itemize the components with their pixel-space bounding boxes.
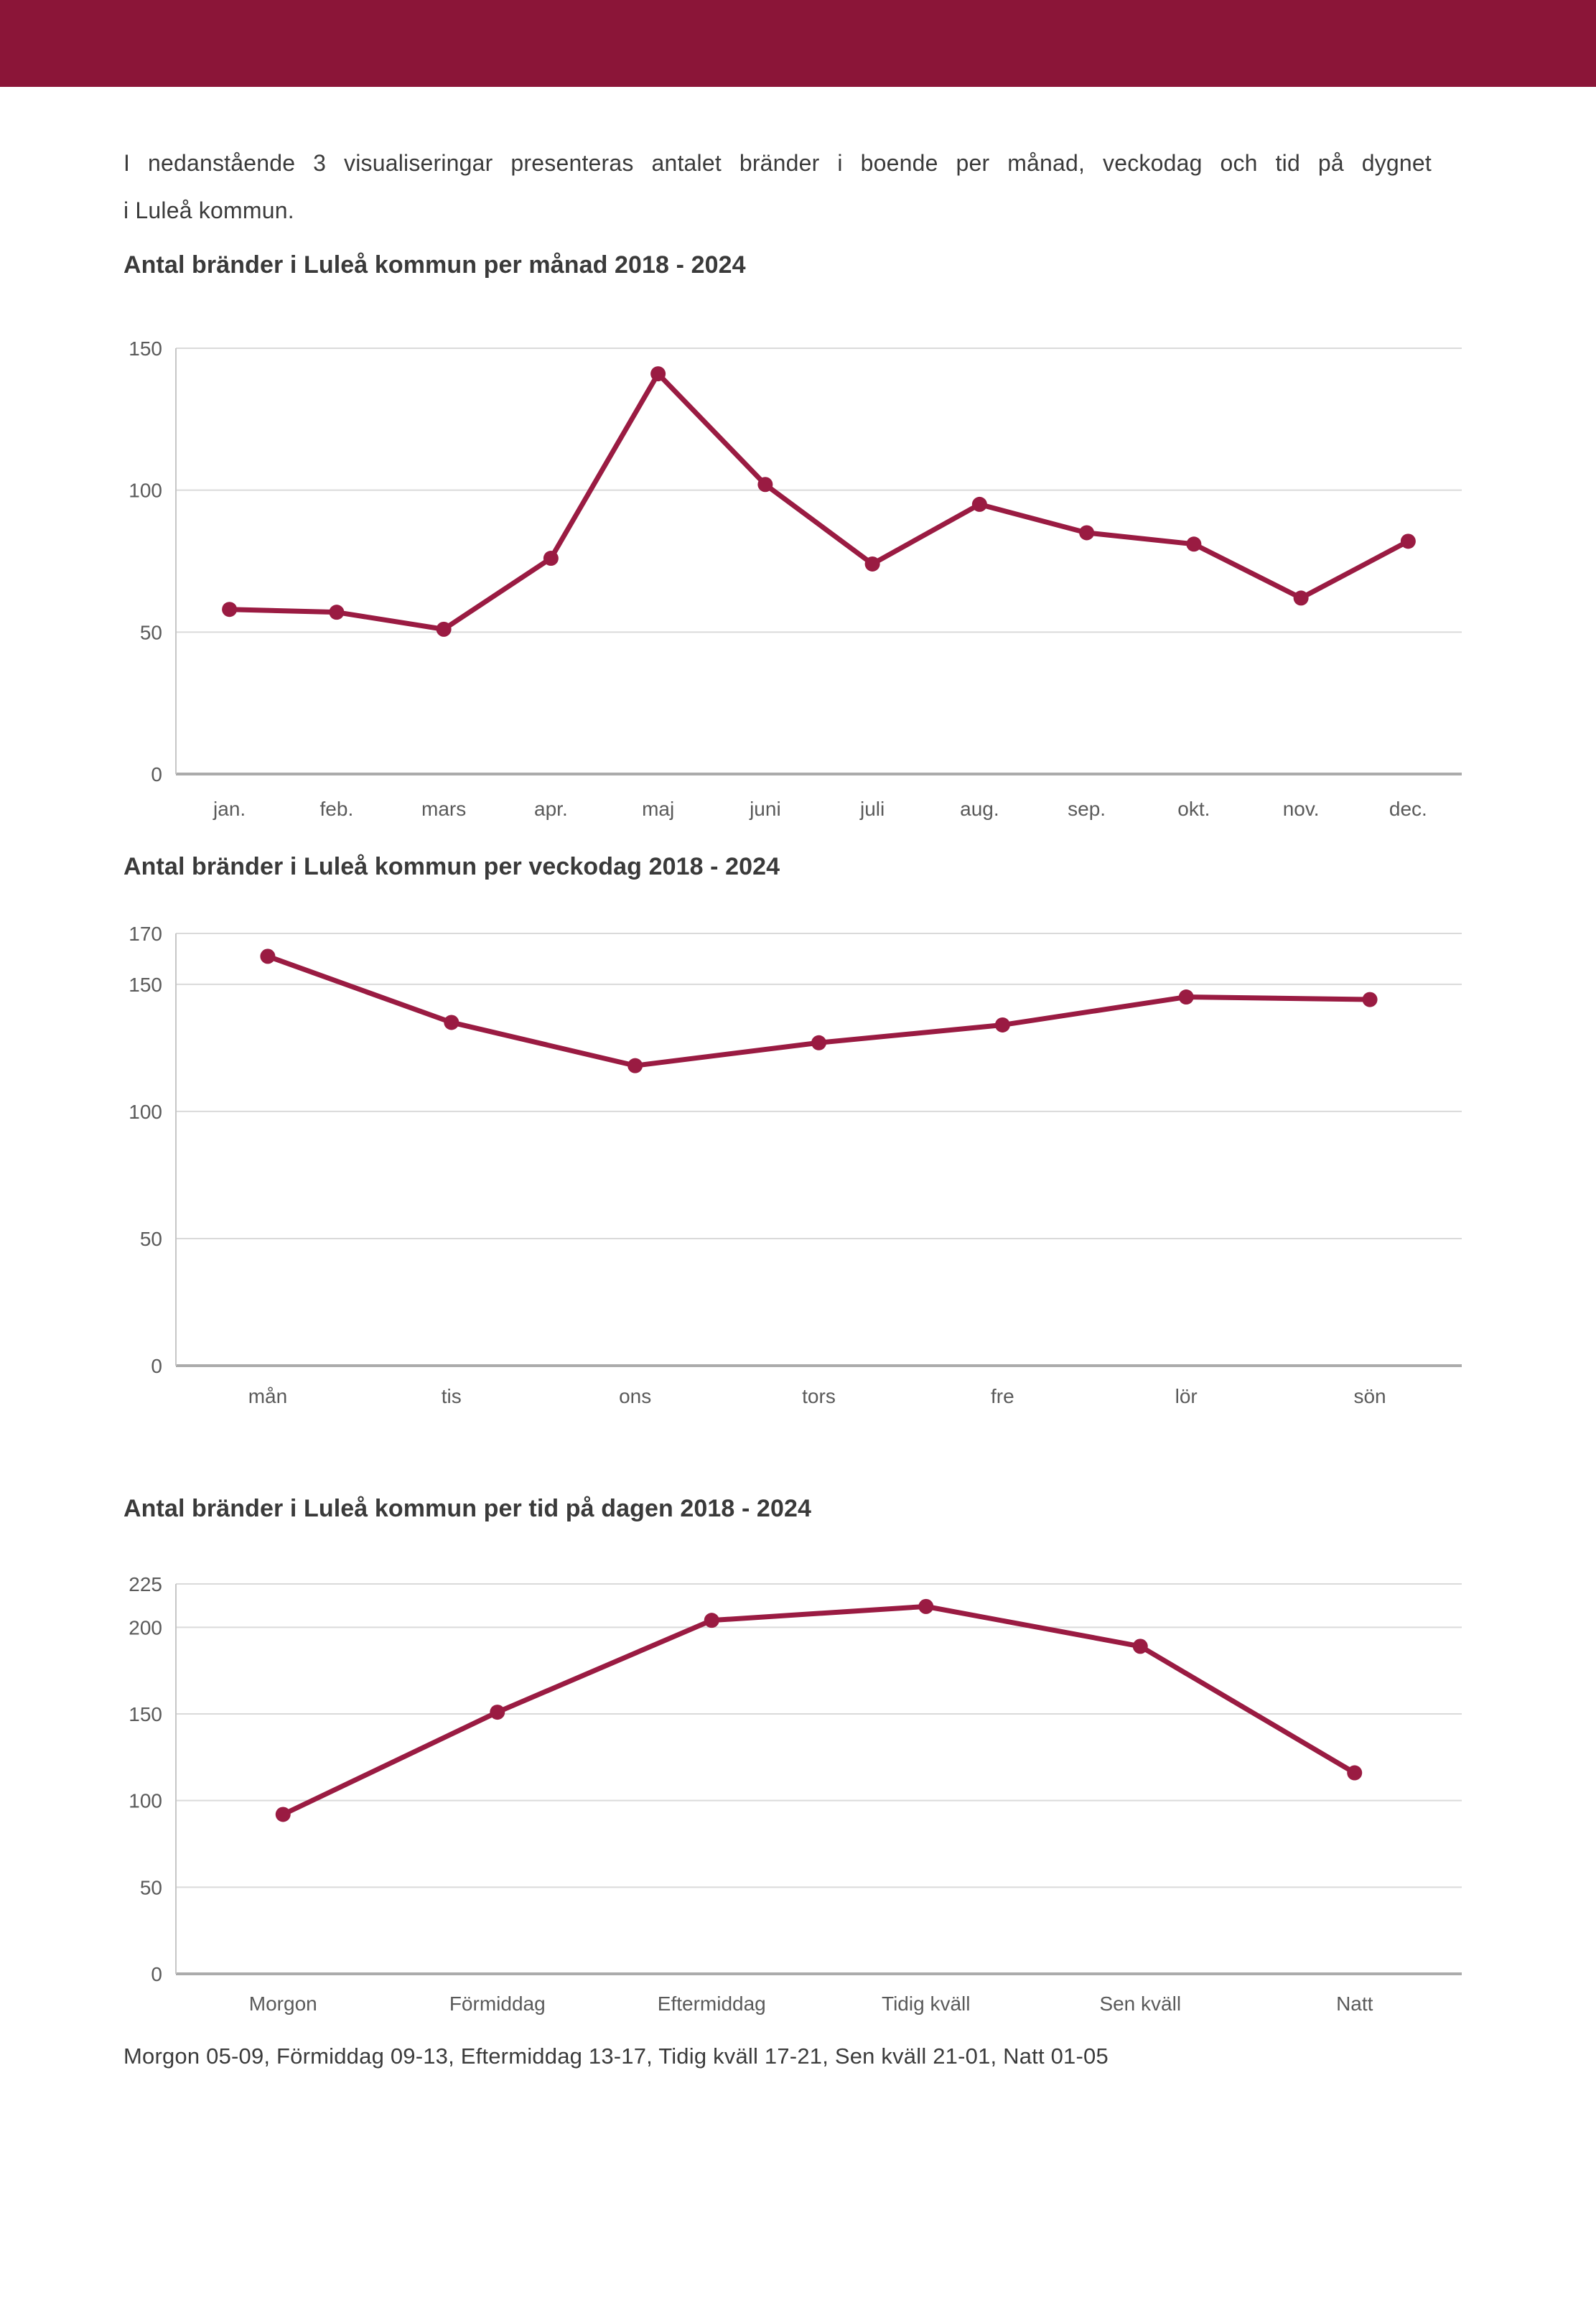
data-line xyxy=(280,1603,1358,1817)
data-point xyxy=(1079,525,1095,541)
intro-paragraph: I nedanstående 3 visualiseringar present… xyxy=(123,139,1432,234)
y-tick-label: 0 xyxy=(151,1963,162,1985)
data-point xyxy=(918,1598,934,1614)
data-point xyxy=(994,1017,1010,1033)
x-category-label: nov. xyxy=(1283,798,1320,820)
y-tick-label: 200 xyxy=(129,1616,162,1639)
data-point xyxy=(490,1705,505,1720)
x-category-label: Eftermiddag xyxy=(658,1993,766,2015)
data-point xyxy=(275,1807,291,1822)
line-chart-per-manad: 0 50 100 150 jan. feb. mars apr. maj juni juli aug.… xyxy=(129,337,1462,820)
y-tick-label: 100 xyxy=(129,480,162,502)
data-point xyxy=(650,366,666,382)
data-point xyxy=(864,556,880,572)
x-category-label: fre xyxy=(991,1385,1014,1407)
y-tick-label: 150 xyxy=(129,337,162,360)
x-category-label: juli xyxy=(859,798,885,820)
y-tick-label: 225 xyxy=(129,1573,162,1595)
data-point xyxy=(444,1015,459,1030)
y-tick-label: 150 xyxy=(129,974,162,996)
data-point xyxy=(627,1058,643,1073)
x-category-label: mån xyxy=(248,1385,287,1407)
data-point xyxy=(1362,992,1378,1007)
y-tick-label: 170 xyxy=(129,923,162,945)
y-tick-label: 50 xyxy=(140,1876,162,1898)
x-category-label: Morgon xyxy=(249,1993,317,2015)
data-point xyxy=(811,1035,826,1050)
x-category-label: tis xyxy=(442,1385,462,1407)
y-tick-label: 0 xyxy=(151,763,162,786)
x-category-label: Sen kväll xyxy=(1099,1993,1181,2015)
x-category-label: tors xyxy=(802,1385,836,1407)
y-tick-label: 0 xyxy=(151,1355,162,1377)
data-point xyxy=(971,496,987,512)
data-point xyxy=(260,949,276,964)
x-category-label: ons xyxy=(619,1385,651,1407)
x-category-label: feb. xyxy=(320,798,354,820)
x-category-label: lör xyxy=(1175,1385,1198,1407)
data-point xyxy=(704,1613,719,1628)
x-category-label: sep. xyxy=(1068,798,1106,820)
footer-note: Morgon 05-09, Förmiddag 09-13, Eftermidd… xyxy=(123,2043,1109,2069)
intro-line-2: i Luleå kommun. xyxy=(123,197,294,223)
x-category-label: sön xyxy=(1353,1385,1386,1407)
chart-title-per-tid-pa-dagen: Antal bränder i Luleå kommun per tid på … xyxy=(123,1495,811,1522)
y-tick-label: 150 xyxy=(129,1703,162,1725)
x-category-label: okt. xyxy=(1177,798,1210,820)
y-tick-label: 50 xyxy=(140,1228,162,1250)
x-category-label: Natt xyxy=(1336,1993,1373,2015)
line-chart-per-tid-pa-dagen: 0 50 100 150 200 225 Morgon Förmiddag Eftermidda… xyxy=(129,1573,1462,2015)
y-tick-label: 50 xyxy=(140,621,162,643)
data-point xyxy=(757,477,773,493)
data-point xyxy=(1293,590,1309,606)
x-category-label: jan. xyxy=(213,798,246,820)
data-point xyxy=(1178,989,1194,1005)
x-category-label: juni xyxy=(749,798,781,820)
data-line xyxy=(227,371,1411,632)
y-tick-label: 100 xyxy=(129,1790,162,1812)
data-point xyxy=(543,551,559,567)
data-point xyxy=(1132,1639,1148,1654)
y-tick-label: 100 xyxy=(129,1101,162,1123)
x-category-label: apr. xyxy=(534,798,568,820)
chart-title-per-manad: Antal bränder i Luleå kommun per månad 2… xyxy=(123,251,746,279)
data-point xyxy=(222,602,238,617)
chart-title-per-veckodag: Antal bränder i Luleå kommun per veckoda… xyxy=(123,853,780,880)
x-category-label: aug. xyxy=(960,798,999,820)
data-point xyxy=(436,621,452,637)
x-category-label: mars xyxy=(421,798,466,820)
data-point xyxy=(1400,533,1416,549)
data-point xyxy=(329,605,345,620)
x-category-label: Förmiddag xyxy=(449,1993,546,2015)
data-point xyxy=(1347,1765,1363,1781)
line-chart-per-veckodag: 0 50 100 150 170 mån tis ons tors fre lör sön xyxy=(129,923,1462,1407)
x-category-label: maj xyxy=(642,798,674,820)
x-category-label: dec. xyxy=(1389,798,1427,820)
data-point xyxy=(1186,536,1202,552)
x-category-label: Tidig kväll xyxy=(882,1993,970,2015)
intro-line-1: I nedanstående 3 visualiseringar present… xyxy=(123,150,1432,176)
header-bar xyxy=(0,0,1596,87)
